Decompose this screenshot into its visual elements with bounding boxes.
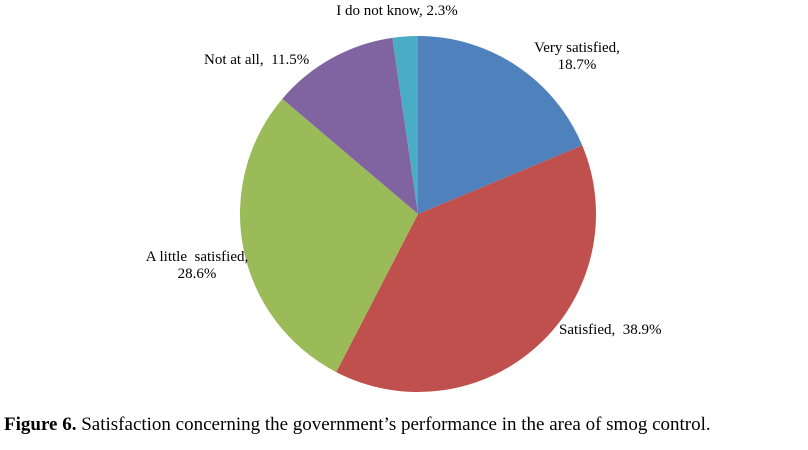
figure-caption-label: Figure 6. bbox=[4, 414, 77, 435]
pie-slice-satisfied bbox=[336, 145, 597, 393]
pie-label-satisfied: Satisfied, 38.9% bbox=[559, 322, 662, 338]
pie-label-a-little-satisfied: A little satisfied, 28.6% bbox=[145, 249, 249, 282]
pie-chart bbox=[239, 36, 597, 393]
figure-caption-text: Satisfaction concerning the government’s… bbox=[81, 414, 711, 435]
pie-slice-i-do-not-know bbox=[392, 36, 418, 214]
pie-chart-figure: Very satisfied, 18.7% Satisfied, 38.9% A… bbox=[145, 3, 662, 393]
pie-slice-a-little-satisfied bbox=[239, 98, 418, 373]
pie-label-not-at-all: Not at all, 11.5% bbox=[204, 52, 310, 68]
pie-label-very-satisfied: Very satisfied, 18.7% bbox=[534, 40, 620, 73]
figure-caption: Figure 6. Satisfaction concerning the go… bbox=[4, 412, 804, 438]
pie-label-i-do-not-know: I do not know, 2.3% bbox=[336, 3, 458, 19]
pie-slice-very-satisfied bbox=[418, 36, 583, 214]
pie-slice-not-at-all bbox=[282, 37, 418, 214]
